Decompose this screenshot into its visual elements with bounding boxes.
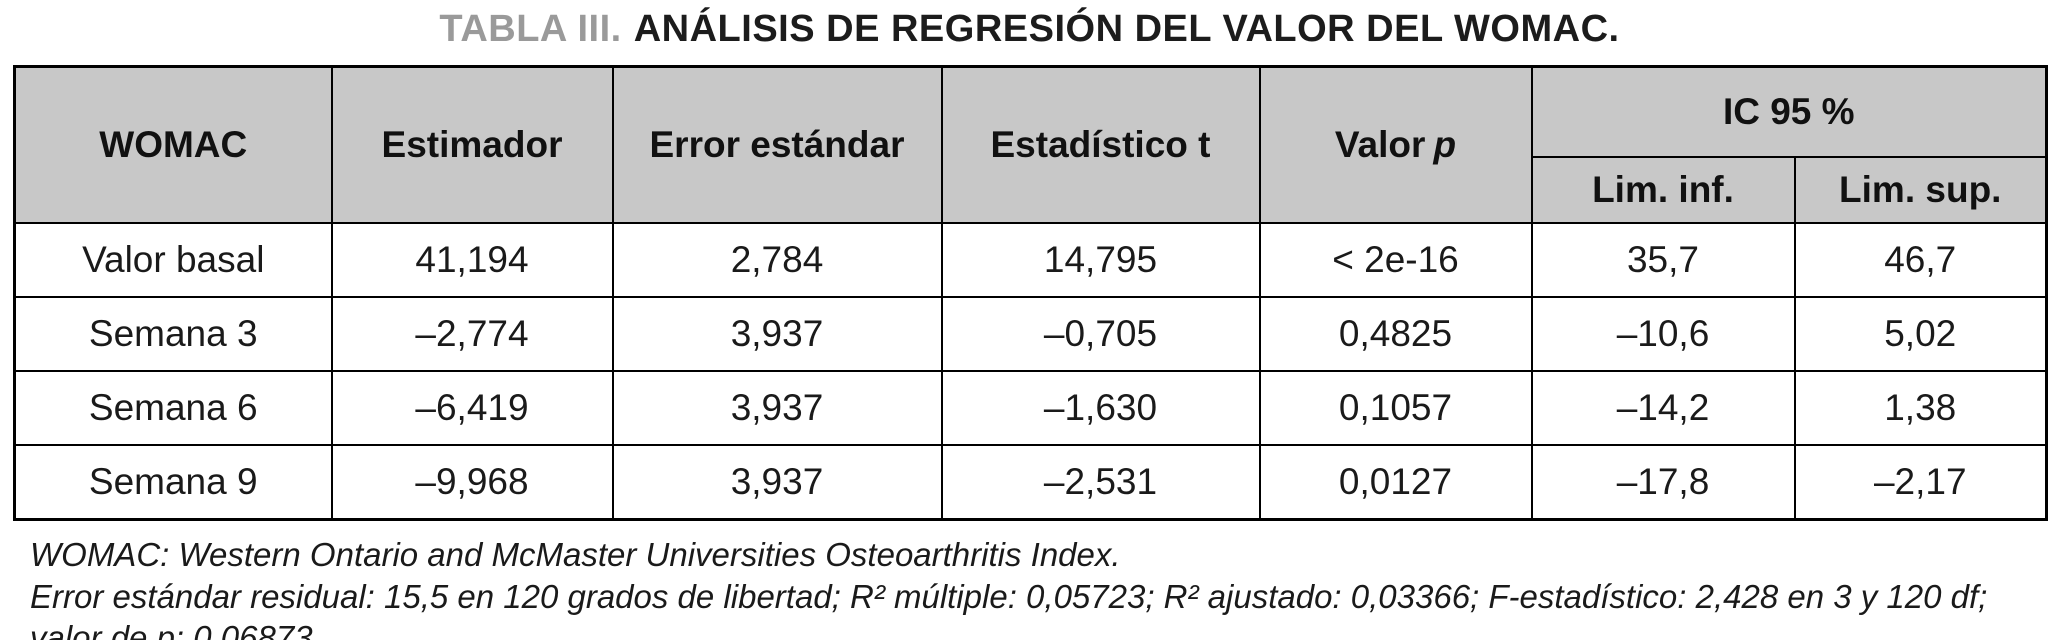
table-cell: 1,38 — [1793, 370, 2048, 446]
table-cell: –2,17 — [1793, 444, 2048, 521]
table-cell: 3,937 — [611, 296, 943, 372]
table-header-row-2: Lim. inf. Lim. sup. — [15, 156, 2048, 224]
table-row: Semana 6 –6,419 3,937 –1,630 0,1057 –14,… — [13, 370, 2048, 446]
table-cell: –2,531 — [940, 444, 1261, 521]
header-valor-p: Valor p — [1258, 65, 1533, 224]
header-estimador: Estimador — [330, 65, 614, 224]
table-cell: 14,795 — [940, 222, 1261, 298]
table-cell: –17,8 — [1530, 444, 1796, 521]
header-lim-inf: Lim. inf. — [1530, 156, 1796, 224]
footnote-regression-stats: Error estándar residual: 15,5 en 120 gra… — [30, 578, 1988, 640]
table-footnotes: WOMAC: Western Ontario and McMaster Univ… — [30, 535, 2030, 640]
table-cell: < 2e-16 — [1258, 222, 1533, 298]
header-womac: WOMAC — [13, 65, 333, 224]
table-header-row-1: WOMAC Estimador Error estándar Estadísti… — [13, 65, 2048, 224]
table-title-text: ANÁLISIS DE REGRESIÓN DEL VALOR DEL WOMA… — [633, 8, 1620, 50]
table-row: Semana 3 –2,774 3,937 –0,705 0,4825 –10,… — [13, 296, 2048, 372]
table-cell: Semana 6 — [13, 370, 333, 446]
table-cell: 3,937 — [611, 444, 943, 521]
table-number-label: TABLA III. — [439, 8, 622, 50]
table-cell: –0,705 — [940, 296, 1261, 372]
table-cell: –6,419 — [330, 370, 614, 446]
table-cell: –1,630 — [940, 370, 1261, 446]
table-row: Valor basal 41,194 2,784 14,795 < 2e-16 … — [13, 222, 2048, 298]
regression-table: WOMAC Estimador Error estándar Estadísti… — [13, 65, 2048, 521]
table-cell: 0,1057 — [1258, 370, 1533, 446]
table-cell: –9,968 — [330, 444, 614, 521]
table-cell: 3,937 — [611, 370, 943, 446]
header-valor-text: Valor — [1334, 124, 1426, 165]
table-cell: 2,784 — [611, 222, 943, 298]
table-cell: 0,0127 — [1258, 444, 1533, 521]
table-cell: 0,4825 — [1258, 296, 1533, 372]
header-error-estandar: Error estándar — [611, 65, 943, 224]
table-cell: 35,7 — [1530, 222, 1796, 298]
table-title: TABLA III. ANÁLISIS DE REGRESIÓN DEL VALO… — [0, 0, 2059, 51]
footnote-womac-definition: WOMAC: Western Ontario and McMaster Univ… — [30, 536, 1121, 573]
table-cell: Semana 3 — [13, 296, 333, 372]
table-cell: 41,194 — [330, 222, 614, 298]
table-cell: 5,02 — [1793, 296, 2048, 372]
header-ic-95: IC 95 % — [1530, 65, 2048, 158]
table-cell: –14,2 — [1530, 370, 1796, 446]
header-estadistico-t: Estadístico t — [940, 65, 1261, 224]
header-lim-sup: Lim. sup. — [1793, 156, 2048, 224]
header-p-italic: p — [1433, 124, 1457, 165]
table-cell: Semana 9 — [13, 444, 333, 521]
table-cell: Valor basal — [13, 222, 333, 298]
table-cell: –10,6 — [1530, 296, 1796, 372]
table-cell: 46,7 — [1793, 222, 2048, 298]
table-cell: –2,774 — [330, 296, 614, 372]
table-row: Semana 9 –9,968 3,937 –2,531 0,0127 –17,… — [13, 444, 2048, 521]
